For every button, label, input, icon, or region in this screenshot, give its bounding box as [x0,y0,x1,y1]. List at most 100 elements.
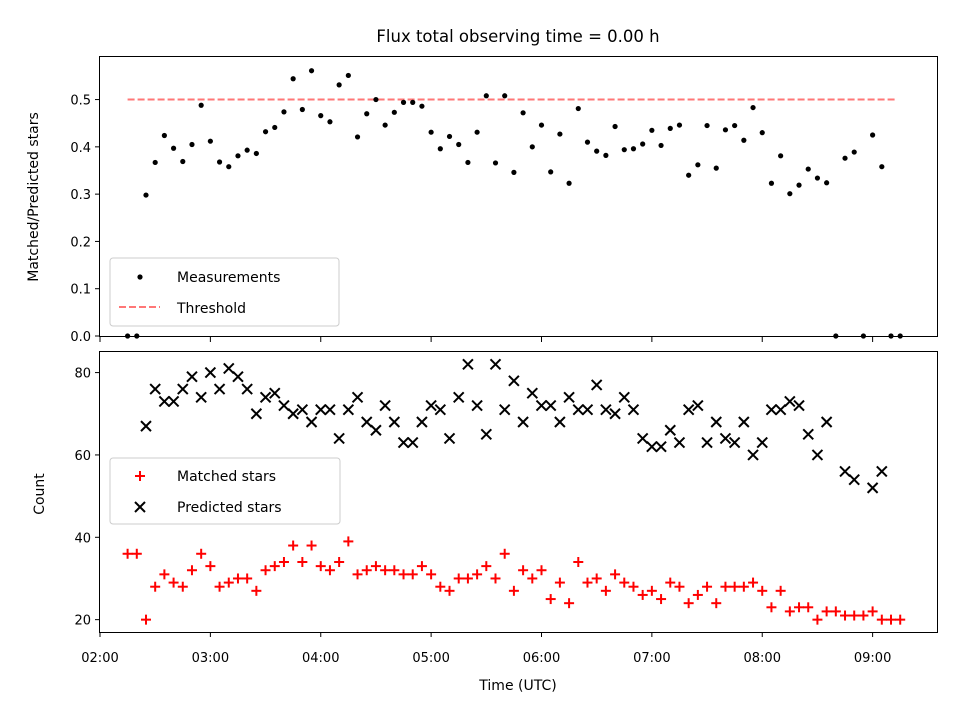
measurement-point [824,180,830,186]
predicted-point [646,440,658,453]
measurement-point [676,122,683,128]
predicted-point [747,449,759,461]
count-y-axis-label: Count [32,473,48,515]
measurement-point [161,132,167,139]
predicted-point [784,395,796,408]
legend-measurement-marker [137,274,143,280]
matched-point [766,602,777,613]
measurement-point [870,132,876,138]
measurement-point [354,134,361,140]
matched-point [803,602,814,613]
matched-point [738,581,749,592]
matched-point [849,610,860,621]
measurement-point [879,164,885,170]
measurement-point [216,159,223,165]
predicted-point [563,391,575,404]
measurement-point [189,141,195,148]
x-tick-label: 08:00 [744,651,781,666]
ratio-y-axis-label: Matched/Predicted stars [26,112,42,282]
measurement-point [345,72,351,79]
matched-point [380,565,391,576]
predicted-point [498,403,511,416]
measurement-point [253,150,259,157]
measurement-point [198,102,204,108]
measurement-point [695,162,701,168]
matched-point [821,606,832,617]
matched-point [453,573,464,584]
measurement-point [410,99,416,105]
predicted-point [765,403,778,416]
measurement-point [732,122,738,129]
matched-point [306,540,317,551]
matched-point [168,577,179,588]
measurement-point [640,141,646,147]
measurement-point [244,147,250,153]
matched-point [674,581,685,592]
matched-point [784,606,795,617]
predicted-point [692,399,704,412]
measurement-point [667,125,673,132]
measurement-point [538,122,545,128]
predicted-point [600,403,612,416]
measurement-point [456,141,462,148]
y-tick-label: 40 [74,531,91,546]
predicted-point [232,370,244,383]
predicted-point [370,424,382,436]
count-y-ticks: 20 40 60 80 [74,367,100,629]
predicted-point [204,366,217,379]
measurement-point [529,144,535,150]
measurement-point [557,131,563,137]
measurement-point [603,152,609,158]
measurement-point [594,148,600,154]
matched-point [564,598,575,609]
predicted-point [876,465,888,478]
predicted-point [710,416,722,428]
predicted-point [416,416,428,428]
predicted-point [664,424,676,436]
ratio-y-ticks: 0.0 0.1 0.2 0.3 0.4 0.5 [70,94,100,345]
matched-point [352,569,363,580]
predicted-point [581,403,594,416]
matched-point [251,585,262,596]
y-tick-label: 0.2 [70,235,91,250]
measurement-point [566,180,572,186]
predicted-point [517,416,529,428]
measurement-point [511,169,517,175]
measurement-point [722,127,729,133]
predicted-point [223,362,235,375]
matched-point [830,606,841,617]
predicted-point [802,428,814,441]
predicted-point [655,440,667,453]
predicted-point [839,465,851,478]
predicted-point [820,416,833,428]
predicted-point [756,436,768,449]
matched-point [140,614,151,625]
matched-point [150,581,161,592]
matched-point [591,573,602,584]
matched-point [131,548,142,559]
matched-point [324,565,335,576]
predicted-point [296,403,309,416]
measurement-point [842,155,848,161]
measurement-point [759,130,765,136]
matched-point [223,577,234,588]
predicted-point [728,436,741,449]
predicted-point [811,449,824,461]
predicted-point [388,416,401,428]
measurement-point [437,146,443,152]
matched-point [186,565,197,576]
predicted-point [682,403,695,416]
measurement-point [630,146,637,152]
predicted-point [351,391,364,404]
measurement-point [272,124,278,131]
measurement-point [235,153,241,159]
measurement-point [318,113,324,119]
legend-predicted-label: Predicted stars [177,500,282,516]
predicted-point [379,399,391,412]
measurement-point [658,142,664,149]
measurement-point [373,96,379,103]
predicted-point [140,420,152,432]
predicted-point [453,391,465,404]
measurement-point [391,109,397,115]
